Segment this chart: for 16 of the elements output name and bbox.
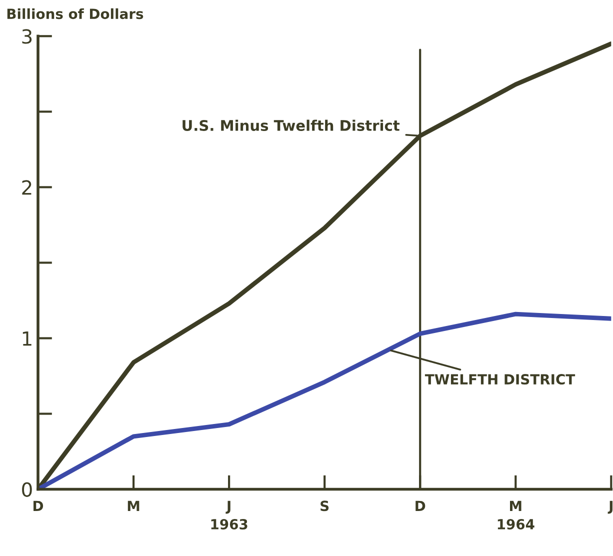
y-tick-label: 0 xyxy=(22,482,32,497)
text: TWELFTH DISTRICT xyxy=(424,374,576,385)
x-tick-label: M xyxy=(510,500,522,511)
text: 1964 xyxy=(498,518,534,530)
x-tick-label: S xyxy=(320,500,329,512)
text: 1963 xyxy=(211,518,248,530)
y-tick-label: 1 xyxy=(22,331,32,346)
y-axis-title: Billions of Dollars xyxy=(7,8,144,20)
x-tick-label: J xyxy=(608,500,612,514)
y-tick-label: 2 xyxy=(22,180,32,195)
y-tick-label: 3 xyxy=(22,29,32,44)
x-tick-label: D xyxy=(34,500,44,511)
x-tick-label: J xyxy=(226,500,230,514)
x-tick-label: D xyxy=(416,500,426,511)
x-tick-label: M xyxy=(128,500,140,511)
legend-label: U.S. Minus Twelfth District xyxy=(182,120,400,131)
